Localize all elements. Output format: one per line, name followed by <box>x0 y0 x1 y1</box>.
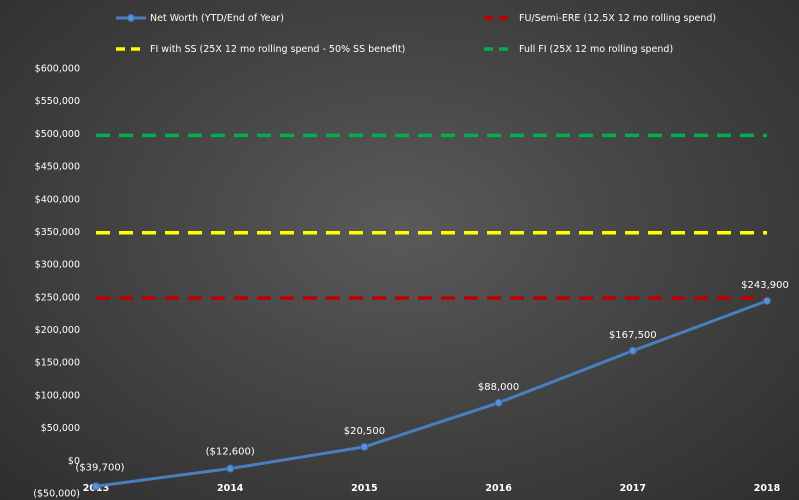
net-worth-data-label: ($39,700) <box>75 462 124 473</box>
legend-entry-full-fi: Full FI (25X 12 mo rolling spend) <box>484 44 673 55</box>
legend: Net Worth (YTD/End of Year) FU/Semi-ERE … <box>116 13 716 55</box>
y-tick-label: $200,000 <box>35 325 80 336</box>
y-tick-label: $150,000 <box>35 358 80 369</box>
net-worth-point <box>360 442 369 451</box>
net-worth-data-label: $88,000 <box>478 382 519 393</box>
net-worth-data-label: $20,500 <box>344 426 385 437</box>
reference-lines <box>96 133 767 300</box>
legend-label-net-worth: Net Worth (YTD/End of Year) <box>150 13 284 24</box>
net-worth-data-label: ($12,600) <box>206 447 255 458</box>
legend-marker-net-worth <box>127 14 135 22</box>
y-tick-label: $550,000 <box>35 96 80 107</box>
legend-entry-net-worth: Net Worth (YTD/End of Year) <box>116 13 284 24</box>
net-worth-point <box>494 398 503 407</box>
y-tick-label: $250,000 <box>35 292 80 303</box>
y-tick-label: $600,000 <box>35 64 80 75</box>
net-worth-series: ($39,700) ($12,600) $20,500 $88,000 $167,500… <box>75 280 789 491</box>
legend-label-fu-semi-ere: FU/Semi-ERE (12.5X 12 mo rolling spend) <box>519 13 716 24</box>
y-axis: ($50,000) $0 $50,000 $100,000 $150,000 $200,0… <box>33 64 80 500</box>
x-tick-label: 2018 <box>754 483 781 494</box>
legend-label-full-fi: Full FI (25X 12 mo rolling spend) <box>519 44 673 55</box>
y-tick-label: $350,000 <box>35 227 80 238</box>
net-worth-line <box>95 299 768 488</box>
legend-entry-fi-with-ss: FI with SS (25X 12 mo rolling spend - 50… <box>116 44 405 55</box>
net-worth-point <box>628 346 637 355</box>
x-tick-label: 2017 <box>620 483 646 494</box>
y-tick-label: $50,000 <box>41 423 80 434</box>
y-tick-label: ($50,000) <box>33 489 80 500</box>
legend-entry-fu-semi-ere: FU/Semi-ERE (12.5X 12 mo rolling spend) <box>484 13 716 24</box>
net-worth-point <box>226 464 235 473</box>
net-worth-point <box>92 482 100 491</box>
legend-label-fi-with-ss: FI with SS (25X 12 mo rolling spend - 50… <box>150 44 405 55</box>
x-tick-label: 2014 <box>217 483 244 494</box>
y-tick-label: $450,000 <box>35 162 80 173</box>
x-axis: 201320142015201620172018 <box>83 483 781 494</box>
net-worth-data-label: $243,900 <box>741 280 789 291</box>
y-tick-label: $100,000 <box>35 390 80 401</box>
y-tick-label: $500,000 <box>35 129 80 140</box>
y-tick-label: $0 <box>68 456 80 467</box>
y-tick-label: $300,000 <box>35 260 80 271</box>
net-worth-data-label: $167,500 <box>609 330 657 341</box>
x-tick-label: 2016 <box>485 483 512 494</box>
y-tick-label: $400,000 <box>35 194 80 205</box>
x-tick-label: 2015 <box>351 483 377 494</box>
net-worth-point <box>763 296 771 305</box>
